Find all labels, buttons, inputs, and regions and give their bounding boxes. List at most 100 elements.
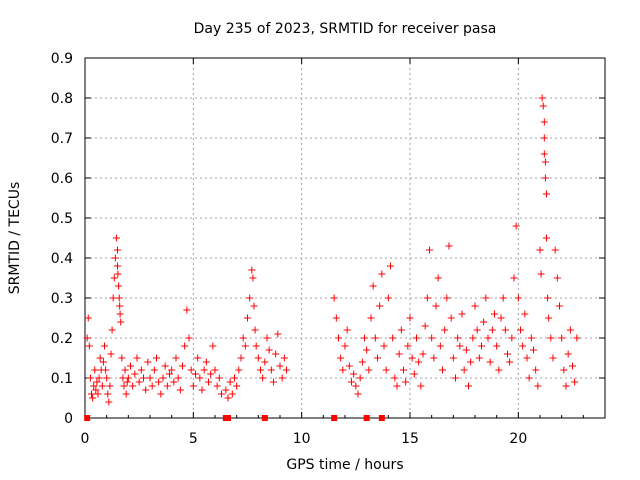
data-point xyxy=(419,350,427,358)
data-point xyxy=(454,334,462,342)
data-point xyxy=(449,354,457,362)
data-point xyxy=(352,382,360,390)
data-point xyxy=(231,374,238,382)
data-point xyxy=(137,366,145,374)
data-point xyxy=(560,366,568,374)
data-point xyxy=(436,342,444,350)
data-point xyxy=(185,334,193,342)
data-point xyxy=(488,326,496,334)
data-point xyxy=(222,386,230,394)
data-point xyxy=(537,270,545,278)
data-point xyxy=(166,370,173,378)
data-point xyxy=(544,294,552,302)
y-tick-label: 0 xyxy=(64,411,73,427)
data-point xyxy=(423,294,431,302)
data-point xyxy=(146,374,154,382)
data-point xyxy=(239,334,247,342)
data-point xyxy=(274,330,282,338)
x-axis-label: GPS time / hours xyxy=(286,457,403,473)
data-point xyxy=(91,366,99,374)
data-point xyxy=(174,374,182,382)
data-point xyxy=(90,382,98,390)
data-point xyxy=(458,310,466,318)
data-point xyxy=(118,354,126,362)
x-tick-label: 5 xyxy=(189,431,198,447)
data-point xyxy=(387,262,394,270)
data-point xyxy=(124,374,132,382)
data-point xyxy=(123,378,131,386)
data-point xyxy=(482,294,490,302)
data-point xyxy=(224,394,232,402)
y-tick-label: 0.7 xyxy=(51,131,73,147)
data-point xyxy=(103,374,111,382)
data-point xyxy=(115,294,123,302)
data-point xyxy=(404,342,412,350)
data-point xyxy=(121,366,129,374)
data-points xyxy=(83,94,581,406)
data-point xyxy=(159,374,167,382)
data-point xyxy=(456,342,464,350)
data-point xyxy=(213,382,221,390)
y-tick-label: 0.9 xyxy=(51,51,73,67)
data-point xyxy=(252,342,260,350)
data-point xyxy=(408,354,416,362)
data-point xyxy=(176,386,184,394)
zero-marker xyxy=(363,415,370,421)
data-point xyxy=(441,326,449,334)
data-point xyxy=(106,382,114,390)
data-point xyxy=(541,174,549,182)
data-point xyxy=(133,354,141,362)
x-tick-label: 15 xyxy=(401,431,419,447)
data-point xyxy=(556,302,563,310)
data-point xyxy=(233,382,241,390)
data-point xyxy=(127,362,134,370)
data-point xyxy=(343,326,351,334)
data-point xyxy=(345,362,353,370)
data-point xyxy=(194,354,202,362)
data-point xyxy=(179,362,186,370)
y-tick-label: 0.6 xyxy=(51,171,73,187)
data-point xyxy=(367,314,375,322)
data-point xyxy=(198,386,206,394)
data-point xyxy=(540,134,548,142)
data-point xyxy=(251,326,259,334)
data-point xyxy=(189,382,197,390)
zero-marker xyxy=(378,415,385,421)
data-point xyxy=(445,242,453,250)
data-point xyxy=(200,366,208,374)
data-point xyxy=(501,326,509,334)
data-point xyxy=(562,382,570,390)
data-point xyxy=(549,354,557,362)
data-point xyxy=(486,358,494,366)
data-point xyxy=(120,382,128,390)
y-tick-label: 0.1 xyxy=(51,371,73,387)
x-axis-ticks: 0 5 10 15 20 xyxy=(81,58,584,447)
data-point xyxy=(380,342,388,350)
x-tick-label: 10 xyxy=(293,431,311,447)
y-axis-label: SRMTID / TECUs xyxy=(7,182,23,295)
data-point xyxy=(547,334,555,342)
data-point xyxy=(218,390,225,398)
data-point xyxy=(417,382,425,390)
data-point xyxy=(497,314,505,322)
data-point xyxy=(254,354,262,362)
data-point xyxy=(428,334,436,342)
data-point xyxy=(161,362,169,370)
data-point xyxy=(144,358,152,366)
data-point xyxy=(512,222,520,230)
data-point xyxy=(270,378,277,386)
data-point xyxy=(105,398,113,406)
data-point xyxy=(96,354,104,362)
zero-marker xyxy=(225,415,231,421)
data-point xyxy=(93,378,101,386)
data-point xyxy=(525,374,533,382)
data-point xyxy=(571,378,579,386)
data-point xyxy=(114,246,121,254)
data-point xyxy=(432,302,440,310)
data-point xyxy=(462,346,470,354)
data-point xyxy=(460,366,468,374)
data-point xyxy=(244,314,251,322)
data-point xyxy=(539,102,547,110)
data-point xyxy=(209,342,217,350)
data-point xyxy=(129,382,137,390)
